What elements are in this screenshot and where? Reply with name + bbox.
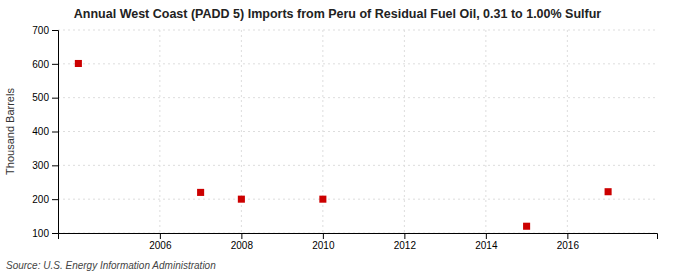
grid-line-y (58, 97, 657, 98)
tick-mark (52, 30, 58, 31)
tick-label: 100 (32, 228, 49, 239)
axis-line (52, 31, 59, 234)
grid-line-y (58, 63, 657, 64)
tick-mark (52, 199, 58, 200)
grid-line-y (58, 131, 657, 132)
x-axis: 2006 2008 2010 2012 2014 2016 (59, 233, 658, 251)
tick: 2014 (475, 233, 498, 251)
tick-label: 2006 (149, 240, 172, 251)
tick-mark (52, 64, 58, 65)
tick: 300 (32, 160, 58, 171)
point (523, 223, 530, 230)
tick: 2010 (312, 233, 335, 251)
tick-label: 2010 (312, 240, 335, 251)
y-axis-title: Thousand Barrels (4, 88, 16, 175)
grid-line-x (485, 30, 486, 233)
tick-mark (241, 233, 242, 239)
tick: 400 (32, 126, 58, 137)
tick: 2016 (557, 233, 580, 251)
tick-mark (52, 233, 58, 234)
tick: 700 (32, 25, 58, 36)
tick-mark (52, 98, 58, 99)
tick-mark (160, 233, 161, 239)
tick: 600 (32, 59, 58, 70)
grid-line-x (567, 30, 568, 233)
point (319, 196, 326, 203)
grid-line-y (58, 30, 657, 31)
tick-label: 600 (32, 59, 49, 70)
point (75, 60, 82, 67)
tick-label: 700 (32, 25, 49, 36)
tick-label: 500 (32, 92, 49, 103)
tick-mark (52, 132, 58, 133)
tick: 500 (32, 92, 58, 103)
chart: 2006 2008 2010 2012 2014 2016 100 200 300 400 500 6… (0, 0, 675, 275)
tick: 2008 (231, 233, 254, 251)
tick-label: 2008 (231, 240, 254, 251)
point (605, 188, 612, 195)
plot: 2006 2008 2010 2012 2014 2016 100 200 300 400 500 6… (32, 25, 657, 251)
tick-label: 2014 (475, 240, 498, 251)
axis-line (59, 234, 658, 240)
points (75, 60, 612, 230)
tick-mark (404, 233, 405, 239)
tick-mark (567, 233, 568, 239)
y-axis: 100 200 300 400 500 600 700 (32, 25, 58, 239)
source: Source: U.S. Energy Information Administ… (6, 260, 216, 271)
tick-mark (52, 165, 58, 166)
tick-label: 2016 (557, 240, 580, 251)
point (197, 189, 204, 196)
tick-label: 300 (32, 160, 49, 171)
tick: 2006 (149, 233, 172, 251)
grid (58, 30, 657, 233)
grid-line-y (58, 199, 657, 200)
tick-mark (486, 233, 487, 239)
title: Annual West Coast (PADD 5) Imports from … (74, 7, 602, 21)
grid-line-y (58, 165, 657, 166)
tick: 2012 (394, 233, 417, 251)
point (238, 196, 245, 203)
tick-mark (323, 233, 324, 239)
tick-label: 200 (32, 194, 49, 205)
tick: 200 (32, 194, 58, 205)
tick: 100 (32, 228, 58, 239)
tick-label: 400 (32, 126, 49, 137)
tick-label: 2012 (394, 240, 417, 251)
